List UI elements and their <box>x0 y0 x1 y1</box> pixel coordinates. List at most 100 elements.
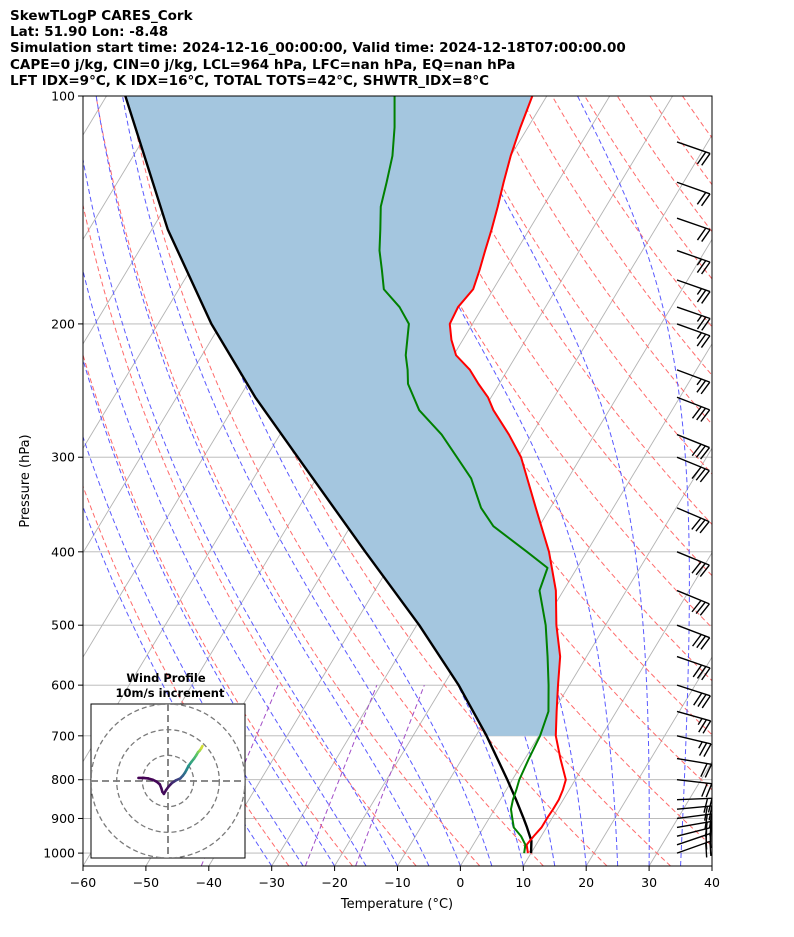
x-tick-label: 30 <box>641 875 657 890</box>
moist-adiabat <box>577 96 690 866</box>
isotherm-line <box>397 342 712 866</box>
y-tick-label: 600 <box>51 678 75 693</box>
isotherm-line <box>83 96 233 345</box>
wind-barb-shaft <box>676 306 711 320</box>
wind-barb-full-feather <box>705 783 713 798</box>
y-tick-label: 900 <box>51 811 75 826</box>
wind-barb-full-feather <box>696 260 707 273</box>
wind-barb-full-feather <box>692 664 703 678</box>
wind-barb-half-feather <box>696 288 703 295</box>
x-tick-label: 0 <box>456 875 464 890</box>
y-tick-label: 800 <box>51 772 75 787</box>
isotherm-line <box>775 96 794 866</box>
y-axis: 1000 900 800 700 600 500 400 300 200 100 <box>43 89 83 861</box>
wind-barb-shaft <box>676 655 711 669</box>
cape-line: CAPE=0 j/kg, CIN=0 j/kg, LCL=964 hPa, LF… <box>10 57 516 73</box>
wind-barb <box>676 551 710 578</box>
wind-barb-full-feather <box>704 806 709 821</box>
wind-barb-full-feather <box>701 229 711 242</box>
wind-barb-full-feather <box>708 813 713 829</box>
wind-barb-shaft <box>676 779 712 785</box>
y-axis-label: Pressure (hPa) <box>18 434 33 527</box>
x-tick-label: −30 <box>259 875 285 890</box>
wind-barb-shaft <box>676 840 711 854</box>
moist-adiabat <box>359 96 619 866</box>
x-tick-label: 10 <box>515 875 531 890</box>
x-tick-label: 40 <box>704 875 720 890</box>
wind-barb-shaft <box>676 684 711 697</box>
wind-barb-full-feather <box>700 335 711 348</box>
wind-barb-shaft <box>676 323 711 337</box>
wind-barb-full-feather <box>692 634 702 647</box>
chart-title: SkewTLogP CARES_Cork <box>10 8 193 24</box>
wind-barb-full-feather <box>703 798 709 813</box>
dry-adiabat <box>83 202 417 866</box>
wind-barb-full-feather <box>703 743 712 757</box>
isotherm-line <box>585 656 712 866</box>
wind-barb-full-feather <box>701 667 711 681</box>
wind-barb-shaft <box>676 710 711 722</box>
wind-barb-half-feather <box>696 315 703 322</box>
x-tick-label: 20 <box>578 875 594 890</box>
wind-barb-full-feather <box>696 316 707 330</box>
wind-barb <box>676 323 711 348</box>
wind-barb-shaft <box>676 369 711 383</box>
wind-barb-full-feather <box>691 600 702 613</box>
y-tick-label: 100 <box>51 89 75 104</box>
moist-adiabat <box>122 96 461 866</box>
dry-adiabat <box>83 353 353 866</box>
wind-barb-half-feather <box>698 741 703 749</box>
wind-barb <box>676 797 713 813</box>
dewpoint-line <box>378 96 550 854</box>
wind-barb-shaft <box>676 507 710 523</box>
isotherm-line <box>522 551 712 866</box>
y-tick-label: 700 <box>51 728 75 743</box>
wind-barb <box>676 655 711 681</box>
wind-barb-half-feather <box>697 718 703 726</box>
wind-barb-full-feather <box>701 153 711 166</box>
wind-barb-full-feather <box>698 742 708 756</box>
wind-barb <box>676 249 711 275</box>
wind-barb-shaft <box>676 757 712 765</box>
wind-barb <box>676 507 710 534</box>
wind-barb-full-feather <box>698 719 707 733</box>
isotherm-line <box>711 865 712 866</box>
wind-barb <box>676 181 711 207</box>
hodograph-title: Wind Profile <box>126 671 206 685</box>
dry-adiabat <box>584 96 712 280</box>
wind-barb-full-feather <box>699 521 710 534</box>
wind-barb-half-feather <box>696 332 703 340</box>
x-tick-label: −40 <box>196 875 222 890</box>
wind-barb-shaft <box>676 396 710 411</box>
dry-adiabat <box>519 96 712 376</box>
hodograph-trace-segment <box>200 744 204 750</box>
wind-barb-full-feather <box>699 564 710 578</box>
location-line: Lat: 51.90 Lon: -8.48 <box>10 24 169 40</box>
wind-barb-full-feather <box>696 407 707 421</box>
wind-barb-full-feather <box>699 603 710 616</box>
hodograph-subtitle: 10m/s increment <box>116 686 225 700</box>
moist-adiabat <box>83 156 398 866</box>
x-tick-label: −20 <box>321 875 347 890</box>
dry-adiabat <box>682 96 712 139</box>
wind-barb-full-feather <box>704 814 708 830</box>
wind-barb <box>676 217 711 242</box>
wind-barb-full-feather <box>697 694 707 707</box>
wind-barb-full-feather <box>709 821 713 837</box>
y-tick-label: 300 <box>51 450 75 465</box>
wind-barb-full-feather <box>696 635 707 649</box>
wind-barb <box>676 684 711 709</box>
wind-barb-full-feather <box>696 666 707 679</box>
y-tick-label: 400 <box>51 544 75 559</box>
wind-barb-full-feather <box>700 447 711 460</box>
wind-barb-full-feather <box>691 466 702 479</box>
dry-adiabat <box>715 96 794 866</box>
wind-barb-full-feather <box>696 380 707 393</box>
wind-barb-full-feather <box>696 333 707 347</box>
mixing-ratio-line <box>304 684 378 866</box>
moist-adiabat <box>452 96 650 866</box>
wind-barb-full-feather <box>700 381 711 395</box>
wind-barb <box>676 306 711 331</box>
wind-barb <box>676 396 711 422</box>
wind-barb-full-feather <box>701 782 708 797</box>
